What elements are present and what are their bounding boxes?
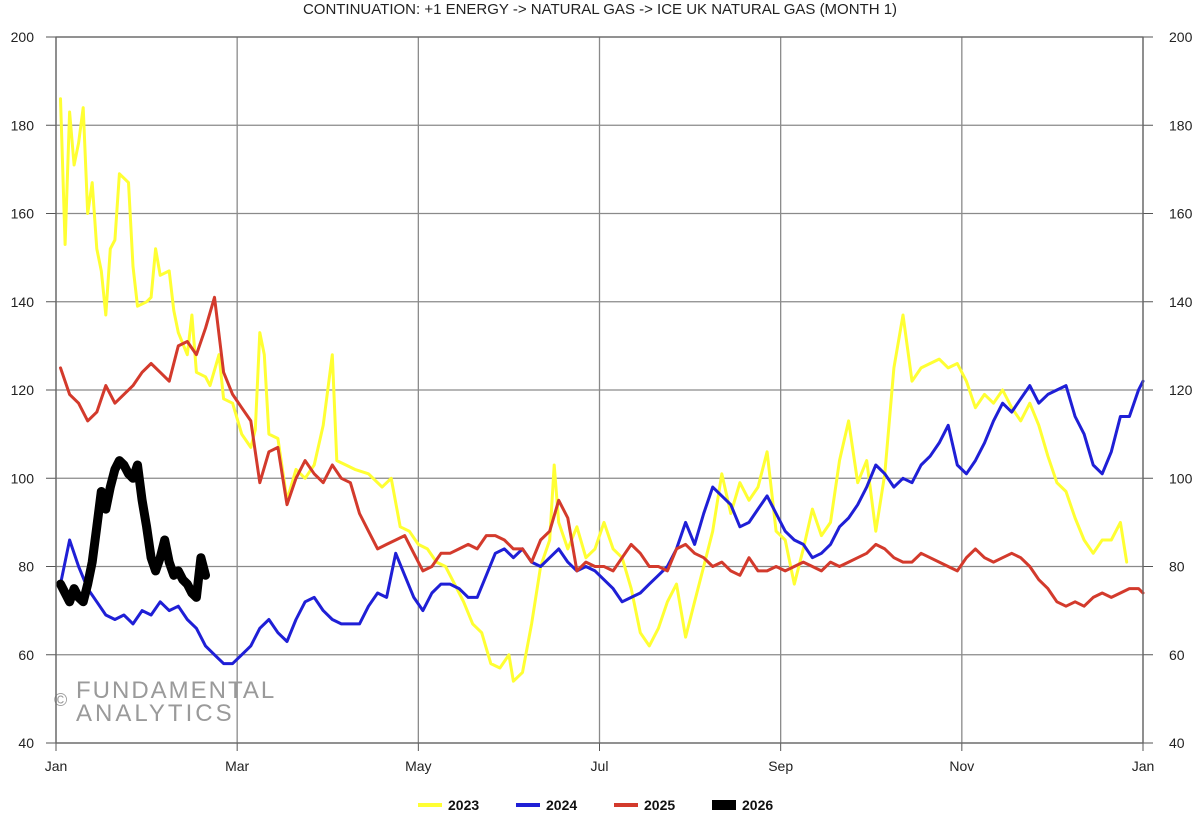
plot-frame bbox=[55, 36, 1144, 744]
y-tick-label-left: 180 bbox=[11, 117, 35, 133]
series-layer bbox=[56, 97, 1145, 683]
y-tick-label-right: 200 bbox=[1169, 29, 1193, 45]
y-tick-label-left: 80 bbox=[18, 559, 34, 575]
y-tick-label-right: 40 bbox=[1169, 735, 1185, 751]
watermark-line1: FUNDAMENTAL bbox=[76, 677, 276, 704]
y-tick-label-left: 40 bbox=[18, 735, 34, 751]
y-tick-label-right: 60 bbox=[1169, 647, 1185, 663]
x-tick-label: Sep bbox=[768, 758, 793, 774]
y-tick-label-right: 180 bbox=[1169, 117, 1193, 133]
y-tick-label-right: 140 bbox=[1169, 294, 1193, 310]
copyright-symbol: © bbox=[54, 690, 67, 710]
series-line-2026 bbox=[56, 456, 210, 607]
series-line-2024 bbox=[59, 379, 1145, 666]
y-tick-label-left: 160 bbox=[11, 206, 35, 222]
y-tick-label-right: 160 bbox=[1169, 206, 1193, 222]
legend-label-2023: 2023 bbox=[448, 797, 479, 813]
legend: 2023 2024 2025 2026 bbox=[418, 797, 773, 813]
watermark-line2: ANALYTICS bbox=[76, 700, 235, 727]
x-tick-label: May bbox=[405, 758, 431, 774]
grid bbox=[55, 36, 1144, 744]
y-tick-label-left: 140 bbox=[11, 294, 35, 310]
legend-label-2024: 2024 bbox=[546, 797, 577, 813]
y-tick-label-right: 80 bbox=[1169, 559, 1185, 575]
chart-title: CONTINUATION: +1 ENERGY -> NATURAL GAS -… bbox=[303, 1, 897, 18]
x-tick-label: Jan bbox=[45, 758, 68, 774]
y-tick-label-left: 100 bbox=[11, 470, 35, 486]
y-tick-label-left: 200 bbox=[11, 29, 35, 45]
x-tick-label: Mar bbox=[225, 758, 249, 774]
x-tick-label: Jul bbox=[591, 758, 609, 774]
y-tick-label-left: 120 bbox=[11, 382, 35, 398]
y-tick-label-right: 100 bbox=[1169, 470, 1193, 486]
legend-label-2025: 2025 bbox=[644, 797, 675, 813]
y-tick-label-left: 60 bbox=[18, 647, 34, 663]
watermark: FUNDAMENTAL ANALYTICS © bbox=[54, 677, 276, 727]
y-tick-label-right: 120 bbox=[1169, 382, 1193, 398]
x-tick-label: Nov bbox=[949, 758, 974, 774]
x-tick-label: Jan bbox=[1132, 758, 1155, 774]
legend-label-2026: 2026 bbox=[742, 797, 773, 813]
series-line-2023 bbox=[59, 97, 1129, 683]
series-line-2025 bbox=[59, 295, 1145, 608]
axes: 40 40 60 60 80 80 100 100 120 120 140 140 160 160 180 1… bbox=[11, 29, 1193, 774]
